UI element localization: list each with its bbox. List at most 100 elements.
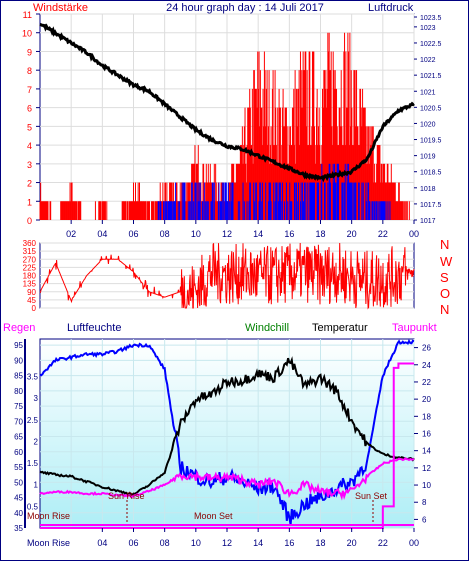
wind-left-axis: 0 1 2 3 4 5 6 7 8 9 10 11 xyxy=(22,10,40,226)
wind-x-tick-label-4: 10 xyxy=(191,229,201,239)
astro-annotations: Moon Rise Sun Rise Moon Set Sun Set xyxy=(27,491,414,528)
pressure-tick-label-3: 1018.5 xyxy=(420,170,442,177)
wind-x-tick-label-11: 00 xyxy=(409,229,419,239)
wind-tick-label-9: 9 xyxy=(27,47,32,57)
moon-rise-label: Moon Rise xyxy=(27,511,70,521)
temperature-tick-label-10: 26 xyxy=(422,344,431,353)
humidity-tick-label-9: 80 xyxy=(14,387,23,396)
sun-set-label: Sun Set xyxy=(355,491,388,501)
wind-tick-label-4: 4 xyxy=(27,141,32,151)
wind-tick-label-2: 2 xyxy=(27,179,32,189)
wind-x-tick-label-8: 18 xyxy=(315,229,325,239)
wind-x-tick-label-1: 04 xyxy=(97,229,107,239)
wind-x-tick-label-3: 08 xyxy=(160,229,170,239)
compass-n-top: N xyxy=(440,237,449,252)
temp-x-tick-label-5: 12 xyxy=(222,538,232,548)
wind-tick-label-11: 11 xyxy=(23,10,32,20)
wind-tick-label-1: 1 xyxy=(27,197,32,207)
wind-x-tick-label-2: 06 xyxy=(128,229,138,239)
direction-tick-label-0: 0 xyxy=(32,304,37,313)
temperature-tick-label-3: 12 xyxy=(422,464,431,473)
pressure-tick-label-9: 1021.5 xyxy=(420,73,442,80)
temperature-tick-label-2: 10 xyxy=(422,481,431,490)
rain-tick-label-3: 2 xyxy=(34,437,39,446)
legend-temperatur: Temperatur xyxy=(312,322,368,334)
rain-tick-label-1: 1 xyxy=(34,481,39,490)
wind-tick-label-6: 6 xyxy=(27,104,32,114)
temp-x-tick-label-1: 04 xyxy=(97,538,107,548)
temp-x-tick-label-6: 14 xyxy=(253,538,263,548)
wind-x-tick-label-9: 20 xyxy=(347,229,357,239)
wind-tick-label-0: 0 xyxy=(27,216,32,226)
wind-x-tick-label-0: 02 xyxy=(66,229,76,239)
rain-line xyxy=(40,362,414,529)
temperature-tick-label-8: 22 xyxy=(422,378,431,387)
wind-tick-label-7: 7 xyxy=(27,85,32,95)
temp-x-tick-label-4: 10 xyxy=(191,538,201,548)
pressure-tick-label-6: 1020 xyxy=(420,121,436,128)
humidity-tick-label-5: 60 xyxy=(14,448,23,457)
wind-direction-line xyxy=(39,242,415,310)
compass-o: O xyxy=(440,286,450,301)
pressure-tick-label-4: 1019 xyxy=(420,154,436,161)
temperature-tick-label-6: 18 xyxy=(422,412,431,421)
temp-x-tick-label-2: 06 xyxy=(128,538,138,548)
direction-tick-label-1: 45 xyxy=(27,296,36,305)
header-right-label: Luftdruck xyxy=(368,2,414,14)
temperature-tick-label-5: 16 xyxy=(422,430,431,439)
direction-tick-label-8: 360 xyxy=(23,239,37,248)
humidity-tick-label-11: 90 xyxy=(14,356,23,365)
humidity-tick-label-3: 50 xyxy=(14,478,23,487)
direction-tick-label-4: 180 xyxy=(23,272,37,281)
legend-luftfeuchte: Luftfeuchte xyxy=(67,322,121,334)
rain-left-axis: 0.5 1 1.5 2 2.5 3 3.5 xyxy=(27,372,39,511)
pressure-tick-label-7: 1020.5 xyxy=(420,105,442,112)
wind-x-axis: 02 04 06 08 10 12 14 16 18 20 22 00 xyxy=(66,220,419,239)
moon-set-label: Moon Set xyxy=(194,511,233,521)
humidity-left-axis: 35 40 45 50 55 60 65 70 75 80 85 90 95 xyxy=(14,339,26,533)
humidity-tick-label-10: 85 xyxy=(14,372,23,381)
compass-w: W xyxy=(440,254,453,269)
humidity-tick-label-2: 45 xyxy=(14,494,23,503)
pressure-right-axis: 1017 1017.5 1018 1018.5 1019 1019.5 1020 1020.5… xyxy=(414,15,442,225)
temp-x-tick-label-8: 18 xyxy=(315,538,325,548)
sun-rise-label: Sun Rise xyxy=(108,491,145,501)
compass-labels: N W S O N xyxy=(440,237,453,317)
pressure-tick-label-1: 1017.5 xyxy=(420,202,442,209)
legend-regen: Regen xyxy=(3,322,35,334)
legend-taupunkt: Taupunkt xyxy=(392,322,437,334)
temp-x-tick-label-11: 00 xyxy=(409,538,419,548)
humidity-tick-label-4: 55 xyxy=(14,463,23,472)
wind-tick-label-3: 3 xyxy=(27,160,32,170)
pressure-tick-label-11: 1022.5 xyxy=(420,41,442,48)
humidity-tick-label-1: 40 xyxy=(14,509,23,518)
chart-title: 24 hour graph day : 14 Juli 2017 xyxy=(166,2,324,14)
pressure-line xyxy=(39,22,415,183)
temp-x-tick-label-7: 16 xyxy=(284,538,294,548)
humidity-tick-label-8: 75 xyxy=(14,402,23,411)
pressure-tick-label-0: 1017 xyxy=(420,218,436,225)
temperature-tick-label-7: 20 xyxy=(422,395,431,404)
pressure-tick-label-5: 1019.5 xyxy=(420,138,442,145)
pressure-tick-label-8: 1021 xyxy=(420,89,436,96)
temperature-tick-label-9: 24 xyxy=(422,361,431,370)
temperature-tick-label-1: 8 xyxy=(422,498,427,507)
legend-row: Regen Luftfeuchte Windchill Temperatur T… xyxy=(3,322,437,334)
direction-tick-label-2: 90 xyxy=(27,288,36,297)
wind-tick-label-5: 5 xyxy=(27,122,32,132)
temp-x-tick-label-9: 20 xyxy=(347,538,357,548)
temperature-right-axis: 6 8 10 12 14 16 18 20 22 24 26 xyxy=(414,344,431,524)
moon-rise-axis-label: Moon Rise xyxy=(27,538,70,548)
compass-s: S xyxy=(440,270,449,285)
compass-n-bottom: N xyxy=(440,302,449,317)
direction-tick-label-5: 225 xyxy=(23,263,37,272)
pressure-tick-label-10: 1022 xyxy=(420,57,436,64)
pressure-tick-label-12: 1023 xyxy=(420,25,436,32)
dewpoint-line xyxy=(39,457,415,501)
direction-tick-label-7: 315 xyxy=(23,247,37,256)
